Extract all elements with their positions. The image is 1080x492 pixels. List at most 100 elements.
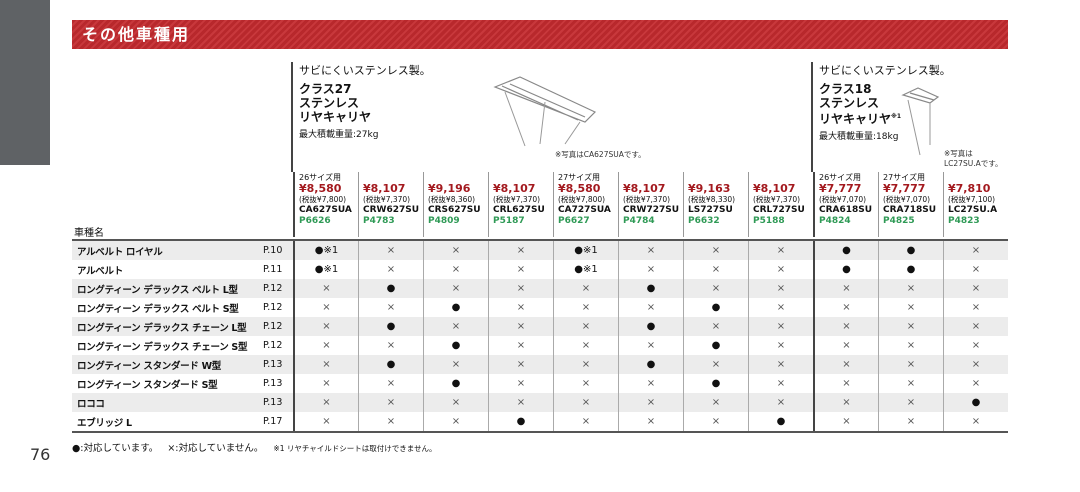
cell-value: × [646,340,656,351]
price: ¥8,107 [363,182,406,195]
group-tagline: サビにくいステンレス製。 [299,64,431,77]
size-label: 27サイズ用 [883,173,925,182]
incompatible-mark: × [748,355,813,374]
cell-value: × [516,378,526,389]
cell-value: ● [646,283,656,294]
cell-value: × [711,321,721,332]
cell-value: × [711,416,721,427]
part-code: P6632 [688,216,720,226]
cell-value: ● [971,397,981,408]
cell-value: × [842,340,851,351]
incompatible-mark: × [488,393,553,412]
cell-value: × [516,397,526,408]
price-ex-tax: (税抜¥7,370) [753,195,801,204]
incompatible-mark: × [553,298,618,317]
compatible-mark: ● [488,412,553,431]
table-row: ロングティーン スタンダード W型 P.13 × ● × × × ● × × × × × [72,355,1008,374]
cell-value: ●※1 [314,245,339,256]
price-ex-tax: (税抜¥7,370) [363,195,411,204]
cell-value: × [322,283,331,294]
cell-value: ● [386,359,396,370]
cell-value: × [451,359,461,370]
page-edge-tab [0,0,50,165]
cell-value: × [842,302,851,313]
product-code: LC27SU.A [948,205,998,215]
part-code: P5187 [493,216,525,226]
price: ¥8,107 [493,182,536,195]
page-ref: P.13 [263,397,283,408]
incompatible-mark: × [943,355,1008,374]
page-ref: P.10 [263,245,283,256]
product-code: CRS627SU [428,205,481,215]
cell-value: ● [451,340,461,351]
cell-value: × [971,321,981,332]
compatible-mark: ● [813,260,878,279]
table-row: ロココ P.13 × × × × × × × × × × ● [72,393,1008,412]
product-column: ¥8,107 (税抜¥7,370) CRL727SU P5188 [748,172,813,237]
compatible-mark: ● [683,374,748,393]
compatible-mark: ● [683,298,748,317]
incompatible-mark: × [358,241,423,260]
group-name: クラス18 ステンレス リヤキャリヤ※1 [819,82,902,126]
vehicle-name: ロングティーン デラックス チェーン S型 [77,341,248,353]
product-column: 26サイズ用 ¥7,777 (税抜¥7,070) CRA618SU P4824 [813,172,878,237]
cell-value: × [581,283,591,294]
incompatible-mark: × [488,241,553,260]
page-ref: P.13 [263,359,283,370]
cell-value: × [906,378,916,389]
incompatible-mark: × [553,393,618,412]
cell-value: × [646,264,656,275]
cell-value: × [451,283,461,294]
product-code: CRA718SU [883,205,937,215]
cell-value: × [581,340,591,351]
compatible-mark: ●※1 [293,260,358,279]
cell-value: × [776,264,786,275]
cell-value: × [842,283,851,294]
group-tagline: サビにくいステンレス製。 [819,64,951,77]
table-row: ロングティーン デラックス ベルト L型 P.12 × ● × × × ● × × × × × [72,279,1008,298]
compatible-mark: ● [618,355,683,374]
price-ex-tax: (税抜¥8,360) [428,195,476,204]
group-class27: サビにくいステンレス製。 クラス27 ステンレス リヤキャリヤ 最大積載重量:27k… [291,62,431,172]
group-class18: サビにくいステンレス製。 クラス18 ステンレス リヤキャリヤ※1 最大積載重量:1… [811,62,951,172]
incompatible-mark: × [943,412,1008,431]
compatible-mark: ● [813,241,878,260]
cell-value: ●※1 [574,245,598,256]
part-code: P4824 [819,216,851,226]
footnote: ※1 リヤチャイルドシートは取付けできません。 [273,444,437,453]
cell-value: ●※1 [314,264,339,275]
cell-value: × [711,245,721,256]
incompatible-mark: × [683,412,748,431]
rear-carrier-image [493,76,597,147]
price: ¥8,580 [299,182,342,195]
incompatible-mark: × [423,279,488,298]
incompatible-mark: × [813,336,878,355]
cell-value: ● [776,416,786,427]
page-ref: P.17 [263,416,283,427]
cell-value: × [971,340,981,351]
product-column: ¥8,107 (税抜¥7,370) CRW727SU P4784 [618,172,683,237]
incompatible-mark: × [813,393,878,412]
page-ref: P.12 [263,302,283,313]
incompatible-mark: × [293,412,358,431]
price: ¥8,107 [623,182,666,195]
incompatible-mark: × [488,298,553,317]
product-column: ¥9,163 (税抜¥8,330) LS727SU P6632 [683,172,748,237]
incompatible-mark: × [423,393,488,412]
cell-value: ● [451,302,461,313]
incompatible-mark: × [358,336,423,355]
vehicle-name: ロングティーン デラックス チェーン L型 [77,322,247,334]
cell-value: × [842,321,851,332]
compatible-mark: ● [423,336,488,355]
price-ex-tax: (税抜¥7,800) [558,195,606,204]
table-row: ロングティーン スタンダード S型 P.13 × × ● × × × ● × × × × [72,374,1008,393]
cell-value: × [581,397,591,408]
incompatible-mark: × [618,374,683,393]
price: ¥7,777 [819,182,862,195]
incompatible-mark: × [683,241,748,260]
incompatible-mark: × [358,393,423,412]
cell-value: × [906,397,916,408]
incompatible-mark: × [553,279,618,298]
compatibility-table: アルベルト ロイヤル P.10 ●※1 × × × ●※1 × × × ● ● × アルベルト P.11 ●※… [72,239,1008,433]
max-load: 最大積載重量:18kg [819,132,899,142]
